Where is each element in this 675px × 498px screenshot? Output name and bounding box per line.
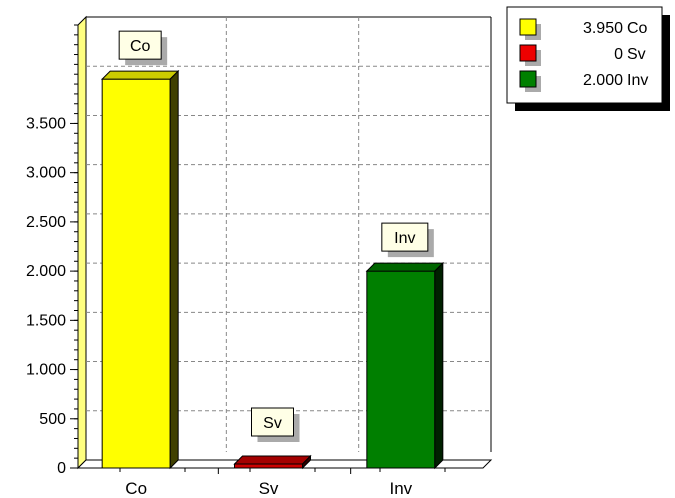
- y-tick-label: 500: [39, 411, 66, 428]
- y-tick-label: 3.000: [26, 165, 66, 182]
- bar-label-box: [118, 30, 162, 60]
- legend-item-co: 3.950 Co: [519, 18, 648, 40]
- left-wall: [77, 15, 87, 470]
- bar-label-box: [251, 407, 294, 437]
- legend-name: Sv: [627, 46, 646, 63]
- bar-label-sv: Sv: [251, 407, 300, 442]
- bar-label-text: Sv: [263, 415, 282, 432]
- y-tick-label: 3.500: [26, 115, 66, 132]
- y-tick-label: 2.000: [26, 263, 66, 280]
- y-tick-label: 1.000: [26, 362, 66, 379]
- legend-value: 2.000: [583, 72, 623, 89]
- bar-front: [101, 78, 171, 469]
- y-tick-label: 0: [57, 460, 66, 477]
- bar-label-co: Co: [118, 30, 168, 66]
- bar-side: [302, 454, 311, 470]
- bar-side: [169, 69, 179, 470]
- legend-item-inv: 2.000 Inv: [519, 70, 648, 92]
- chart-bars: [100, 69, 445, 470]
- legend-swatch: [519, 18, 537, 36]
- bar-top: [233, 455, 312, 465]
- chart-legend: 3.950 Co0 Sv2.000 Inv: [506, 6, 670, 111]
- x-tick-label: Sv: [259, 479, 279, 498]
- bar-sv: [233, 454, 312, 470]
- bar-top: [365, 262, 445, 272]
- bar-label-text: Co: [130, 38, 151, 55]
- legend-value: 0: [614, 46, 623, 63]
- legend-item-sv: 0 Sv: [519, 44, 646, 66]
- y-tick-label: 2.500: [26, 214, 66, 231]
- bar-label-text: Inv: [394, 230, 415, 247]
- x-tick-label: Inv: [389, 479, 412, 498]
- legend-swatch: [519, 44, 537, 62]
- legend-name: Co: [627, 20, 648, 37]
- bar-front: [234, 463, 303, 469]
- bar-top: [100, 70, 180, 80]
- legend-swatch: [519, 70, 537, 88]
- bar-co: [100, 69, 180, 470]
- bar-front: [366, 270, 436, 469]
- legend-value: 3.950: [583, 20, 623, 37]
- bar-label-box: [381, 222, 429, 252]
- bar-inv: [365, 261, 445, 470]
- bar-labels: Co Co Sv Sv Inv Inv: [118, 30, 434, 498]
- x-tick-label: Co: [125, 479, 147, 498]
- bar-label-inv: Inv: [381, 222, 434, 258]
- bar-side: [434, 261, 444, 470]
- legend-name: Inv: [627, 72, 648, 89]
- y-tick-label: 1.500: [26, 312, 66, 329]
